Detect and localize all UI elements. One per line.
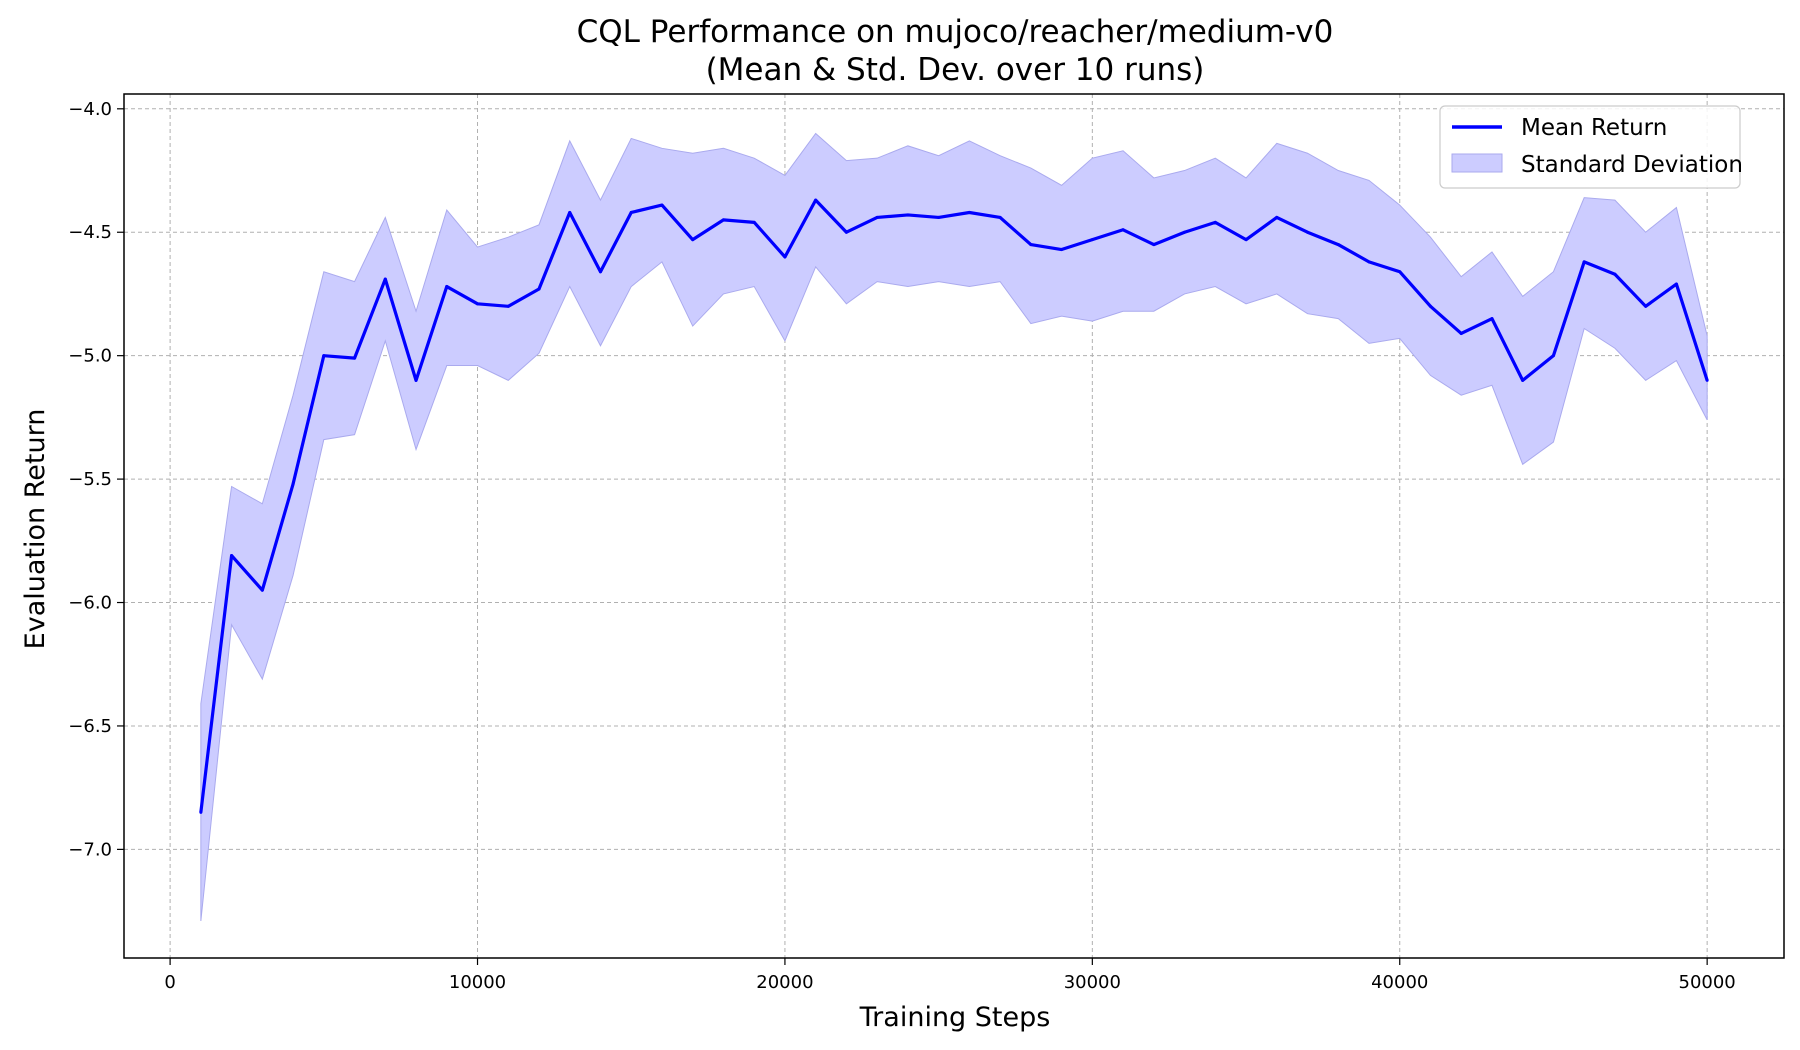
mean-point: [967, 210, 971, 214]
x-tick-label: 40000: [1371, 972, 1428, 993]
mean-point: [1705, 378, 1709, 382]
y-tick-label: −4.5: [68, 222, 112, 243]
mean-point: [1674, 282, 1678, 286]
mean-point: [476, 302, 480, 306]
mean-point: [1121, 228, 1125, 232]
mean-point: [1490, 317, 1494, 321]
mean-point: [1582, 260, 1586, 264]
x-tick-label: 20000: [756, 972, 813, 993]
mean-point: [383, 277, 387, 281]
y-axis-label: Evaluation Return: [20, 409, 51, 650]
legend-label-std: Standard Deviation: [1521, 152, 1743, 178]
y-tick-label: −7.0: [68, 839, 112, 860]
mean-point: [1029, 243, 1033, 247]
x-axis-label: Training Steps: [859, 1002, 1051, 1033]
plot-frame: [123, 93, 1785, 959]
mean-point: [629, 210, 633, 214]
mean-point: [230, 554, 234, 558]
mean-point: [353, 356, 357, 360]
y-tick-label: −4.0: [68, 99, 112, 120]
mean-point: [537, 287, 541, 291]
mean-point: [783, 255, 787, 259]
mean-point: [844, 230, 848, 234]
y-tick-label: −5.5: [68, 469, 112, 490]
chart-subtitle: (Mean & Std. Dev. over 10 runs): [706, 52, 1205, 88]
mean-point: [568, 210, 572, 214]
mean-point: [660, 203, 664, 207]
x-tick-label: 10000: [449, 972, 506, 993]
mean-point: [937, 215, 941, 219]
mean-point: [998, 215, 1002, 219]
mean-point: [752, 220, 756, 224]
mean-point: [1459, 331, 1463, 335]
y-tick-label: −5.0: [68, 346, 112, 367]
y-ticks: −4.0 −4.5 −5.0 −5.5 −6.0 −6.5 −7.0: [68, 99, 124, 860]
mean-point: [1060, 248, 1064, 252]
x-ticks: 0 10000 20000 30000 40000 50000: [164, 958, 1736, 993]
mean-point: [1090, 238, 1094, 242]
y-tick-label: −6.0: [68, 593, 112, 614]
mean-point: [199, 810, 203, 814]
mean-point: [445, 285, 449, 289]
legend-band-swatch: [1451, 153, 1503, 173]
mean-point: [322, 354, 326, 358]
mean-point: [1521, 378, 1525, 382]
mean-point: [814, 198, 818, 202]
x-tick-label: 0: [164, 972, 175, 993]
x-tick-label: 50000: [1679, 972, 1736, 993]
mean-point: [875, 215, 879, 219]
legend-label-mean: Mean Return: [1521, 115, 1667, 141]
mean-point: [1213, 220, 1217, 224]
mean-point: [1183, 230, 1187, 234]
legend: Mean Return Standard Deviation: [1439, 105, 1743, 189]
y-tick-label: −6.5: [68, 716, 112, 737]
mean-point: [1613, 272, 1617, 276]
mean-point: [291, 482, 295, 486]
mean-point: [1428, 304, 1432, 308]
mean-point: [906, 213, 910, 217]
mean-point: [721, 218, 725, 222]
mean-point: [1275, 215, 1279, 219]
chart-title: CQL Performance on mujoco/reacher/medium…: [577, 14, 1334, 50]
legend-box: [1439, 105, 1741, 189]
mean-point: [1644, 304, 1648, 308]
std-band: [200, 132, 1708, 922]
mean-point: [598, 270, 602, 274]
mean-point: [1306, 230, 1310, 234]
mean-point: [691, 238, 695, 242]
mean-point: [1152, 243, 1156, 247]
mean-return-line: [199, 198, 1709, 813]
std-band-layer: [200, 132, 1708, 922]
mean-point: [1551, 354, 1555, 358]
x-tick-label: 30000: [1064, 972, 1121, 993]
mean-point: [1336, 243, 1340, 247]
mean-point: [1367, 260, 1371, 264]
mean-point: [1398, 270, 1402, 274]
mean-point: [1244, 238, 1248, 242]
mean-line-layer: [199, 198, 1709, 814]
mean-point: [414, 378, 418, 382]
mean-point: [506, 304, 510, 308]
mean-point: [260, 588, 264, 592]
